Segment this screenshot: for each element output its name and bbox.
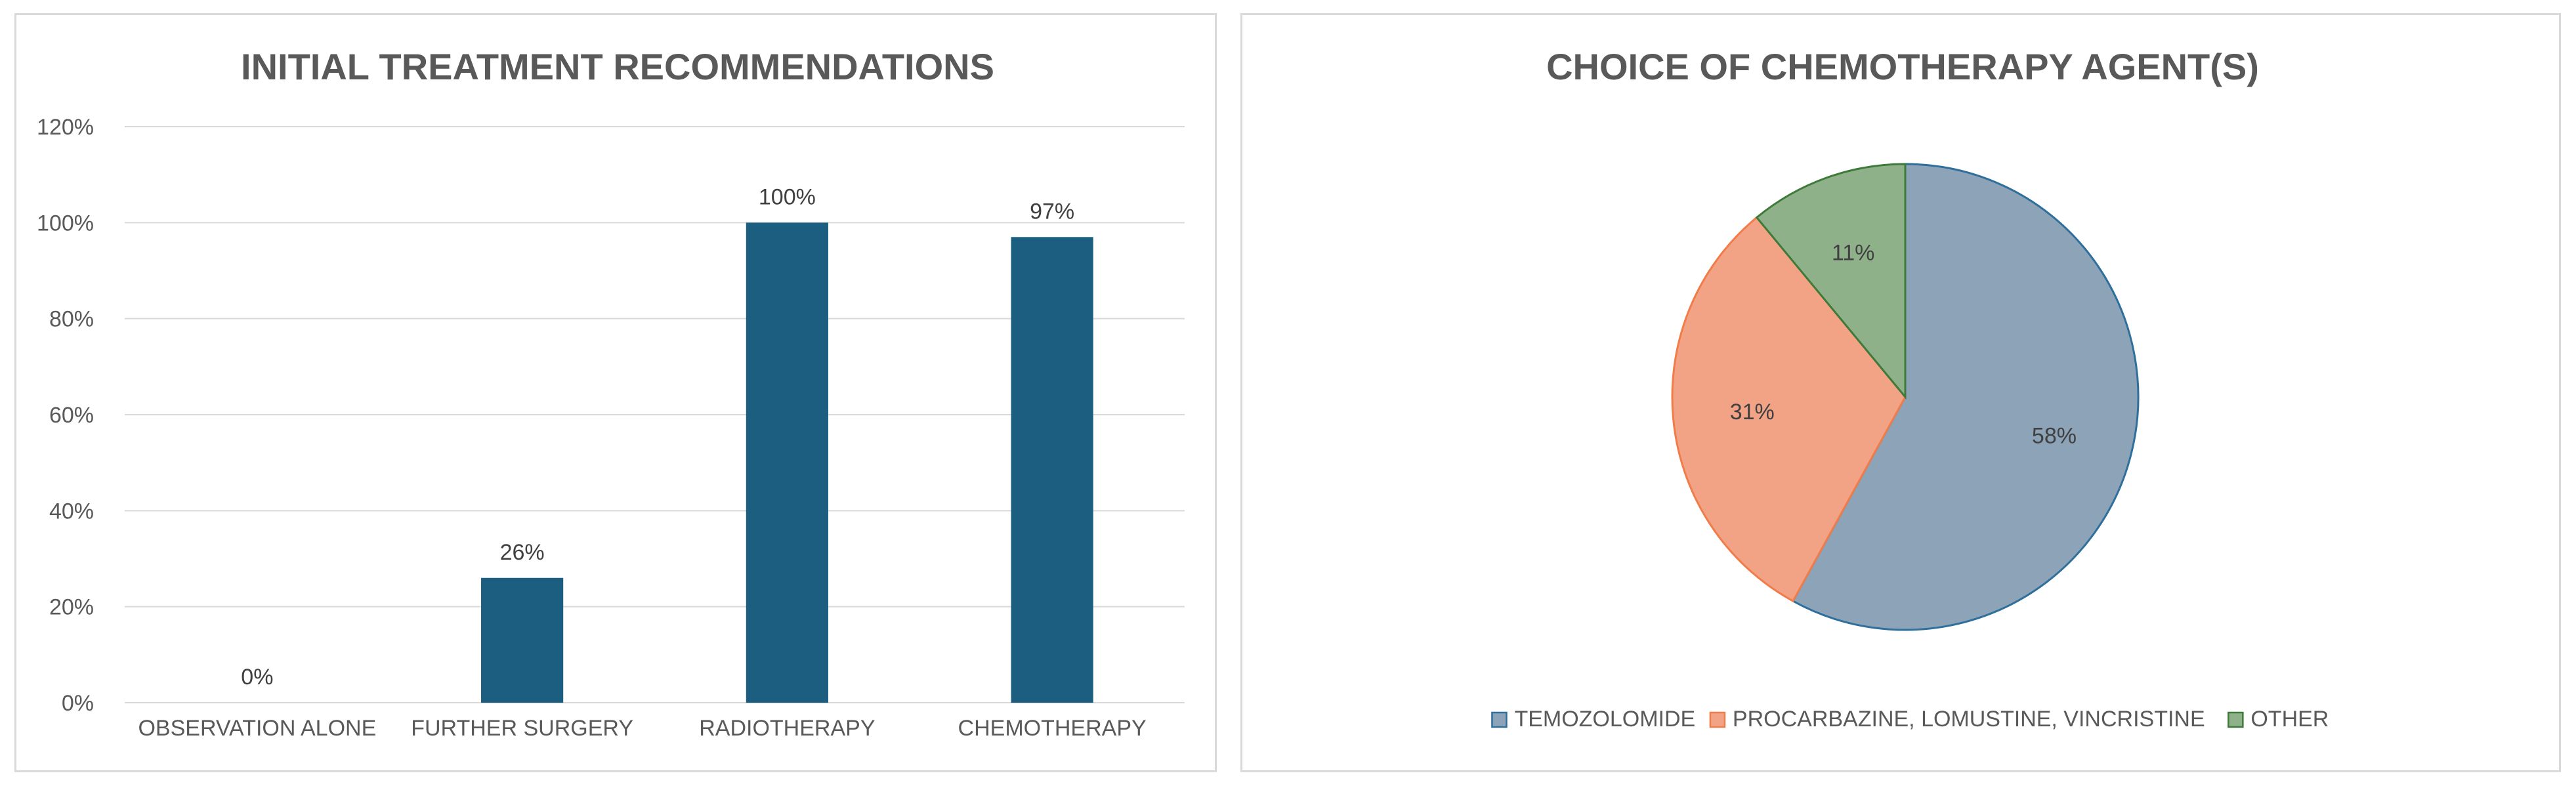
bar <box>481 577 564 703</box>
bar-data-label: 0% <box>241 665 273 690</box>
bar-data-label: 97% <box>1030 199 1074 224</box>
pie-slices <box>1671 163 2140 631</box>
x-category-label: CHEMOTHERAPY <box>958 716 1147 741</box>
x-category-label: RADIOTHERAPY <box>699 716 875 741</box>
legend-label: OTHER <box>2250 707 2329 732</box>
pie-slice <box>1791 163 2140 631</box>
bar-y-tick-labels: 0% 20% 40% 60% 80% 100% 120% <box>37 115 94 716</box>
legend-swatch <box>1491 711 1508 728</box>
bar-series <box>481 222 1093 703</box>
legend-label: TEMOZOLOMIDE <box>1514 707 1695 732</box>
pie-data-label: 11% <box>1832 241 1875 266</box>
bar <box>746 222 828 703</box>
y-tick-label: 40% <box>49 499 94 524</box>
pie-chart: CHOICE OF CHEMOTHERAPY AGENT(S) 58% 31% 11… <box>1491 46 2329 732</box>
y-tick-label: 120% <box>37 115 94 140</box>
bar-gridlines <box>125 126 1185 703</box>
pie-slice <box>1755 163 1907 400</box>
legend-swatch <box>2228 711 2244 728</box>
x-category-label: OBSERVATION ALONE <box>138 716 376 741</box>
bar-data-label: 100% <box>759 184 816 209</box>
pie-data-label: 58% <box>2032 423 2077 448</box>
y-tick-label: 60% <box>49 403 94 428</box>
bar-chart-panel: INITIAL TREATMENT RECOMMENDATIONS 0% 20% 4… <box>14 13 1217 772</box>
y-tick-label: 100% <box>37 211 94 236</box>
y-tick-label: 0% <box>62 691 94 716</box>
bar-chart-title: INITIAL TREATMENT RECOMMENDATIONS <box>241 46 994 87</box>
legend-label: PROCARBAZINE, LOMUSTINE, VINCRISTINE <box>1733 707 2205 732</box>
bar-data-label: 26% <box>500 540 545 565</box>
x-category-label: FURTHER SURGERY <box>411 716 633 741</box>
pie-data-label: 31% <box>1730 400 1775 425</box>
pie-chart-panel: CHOICE OF CHEMOTHERAPY AGENT(S) 58% 31% 11… <box>1240 13 2561 772</box>
bar-data-labels: 0% 26% 100% 97% <box>241 184 1074 690</box>
bar <box>1011 237 1093 703</box>
y-tick-label: 20% <box>49 595 94 620</box>
pie-slice <box>1671 216 1907 603</box>
bar-chart: INITIAL TREATMENT RECOMMENDATIONS 0% 20% 4… <box>37 46 1185 741</box>
pie-chart-title: CHOICE OF CHEMOTHERAPY AGENT(S) <box>1546 46 2259 87</box>
pie-legend: TEMOZOLOMIDE PROCARBAZINE, LOMUSTINE, VIN… <box>1491 707 2329 732</box>
y-tick-label: 80% <box>49 307 94 332</box>
pie-data-labels: 58% 31% 11% <box>1730 241 2077 449</box>
legend-swatch <box>1709 711 1726 728</box>
bar-category-labels: OBSERVATION ALONE FURTHER SURGERY RADIOTHE… <box>138 716 1146 741</box>
